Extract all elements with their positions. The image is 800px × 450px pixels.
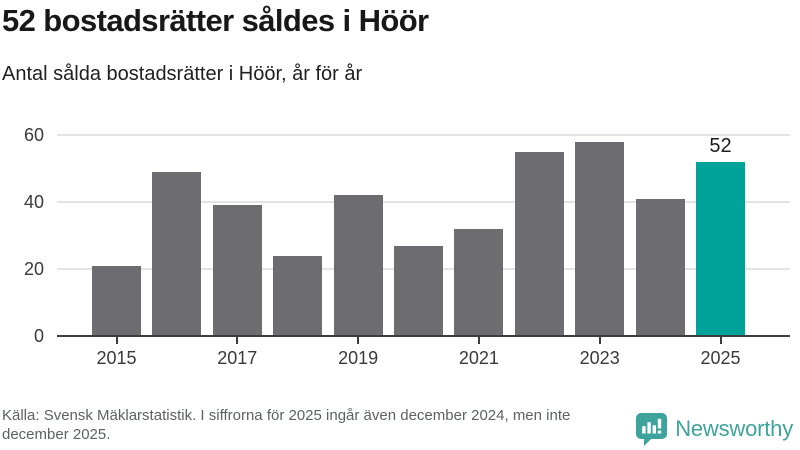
x-tick-mark-2015 xyxy=(115,337,118,344)
bar-value-label-2025: 52 xyxy=(709,134,732,157)
bar-2020 xyxy=(394,245,443,336)
y-tick-label-60: 60 xyxy=(23,125,44,145)
x-axis-line xyxy=(57,335,790,337)
bar-2021 xyxy=(454,228,504,336)
newsworthy-logo-text: Newsworthy xyxy=(675,416,793,441)
x-tick-mark-2019 xyxy=(357,337,360,344)
x-tick-label-2019: 2019 xyxy=(338,348,379,368)
x-tick-label-2023: 2023 xyxy=(579,348,620,368)
newsworthy-bubble-chart-icon xyxy=(635,412,668,446)
y-tick-label-20: 20 xyxy=(23,259,44,279)
bar-2015 xyxy=(92,265,141,336)
bar-2025 xyxy=(696,161,745,336)
chart-subtitle: Antal sålda bostadsrätter i Höör, år för… xyxy=(2,63,363,85)
bar-2018 xyxy=(273,255,323,336)
chart-title: 52 bostadsrätter såldes i Höör xyxy=(2,3,429,38)
gridline-40 xyxy=(57,201,790,203)
bar-2023 xyxy=(575,141,625,336)
gridline-60 xyxy=(57,134,790,136)
source-note: Källa: Svensk Mäklarstatistik. I siffror… xyxy=(2,407,571,443)
bar-2024 xyxy=(635,198,685,336)
x-tick-mark-2017 xyxy=(236,337,239,344)
x-tick-mark-2023 xyxy=(598,337,601,344)
x-tick-label-2017: 2017 xyxy=(217,348,258,368)
x-tick-mark-2021 xyxy=(477,337,480,344)
newsworthy-logo[interactable]: Newsworthy xyxy=(635,412,793,446)
x-tick-mark-2025 xyxy=(719,337,722,344)
bar-2017 xyxy=(212,205,262,336)
bar-2016 xyxy=(152,171,202,336)
bar-2022 xyxy=(514,151,564,336)
x-tick-label-2015: 2015 xyxy=(96,348,137,368)
x-tick-label-2025: 2025 xyxy=(700,348,741,368)
bar-2019 xyxy=(333,195,383,336)
y-tick-label-40: 40 xyxy=(23,192,44,212)
y-tick-label-0: 0 xyxy=(33,326,44,346)
x-tick-label-2021: 2021 xyxy=(458,348,499,368)
